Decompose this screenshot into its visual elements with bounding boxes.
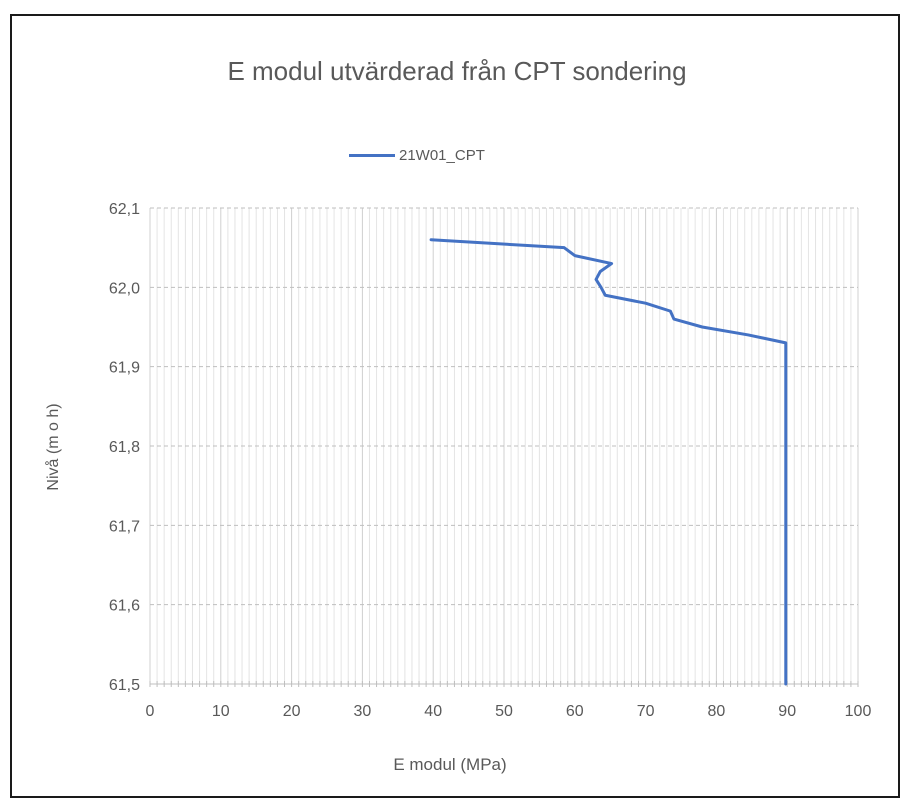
legend-label: 21W01_CPT: [399, 146, 485, 164]
x-tick-label: 80: [708, 703, 726, 720]
legend-swatch: [349, 153, 395, 157]
y-tick-label: 61,7: [109, 518, 140, 535]
x-tick-label: 90: [778, 703, 796, 720]
series-line: [429, 238, 788, 686]
y-tick-label: 61,8: [109, 439, 140, 456]
y-tick-label: 62,0: [109, 280, 140, 297]
x-tick-label: 40: [424, 703, 442, 720]
legend: 21W01_CPT: [349, 145, 485, 165]
chart-title: E modul utvärderad från CPT sondering: [227, 56, 687, 86]
x-tick-label: 60: [566, 703, 584, 720]
x-tick-label: 100: [845, 703, 872, 720]
x-tick-label: 10: [212, 703, 230, 720]
y-tick-label: 62,1: [109, 201, 140, 218]
x-tick-label: 30: [354, 703, 372, 720]
y-tick-label: 61,6: [109, 598, 140, 615]
y-axis-label: Nivå (m o h): [45, 403, 62, 491]
y-tick-label: 61,9: [109, 360, 140, 377]
y-tick-label: 61,5: [109, 677, 140, 694]
x-axis-label: E modul (MPa): [393, 755, 507, 774]
x-tick-label: 50: [495, 703, 513, 720]
x-tick-label: 70: [637, 703, 655, 720]
x-tick-label: 20: [283, 703, 301, 720]
x-tick-label: 0: [146, 703, 155, 720]
